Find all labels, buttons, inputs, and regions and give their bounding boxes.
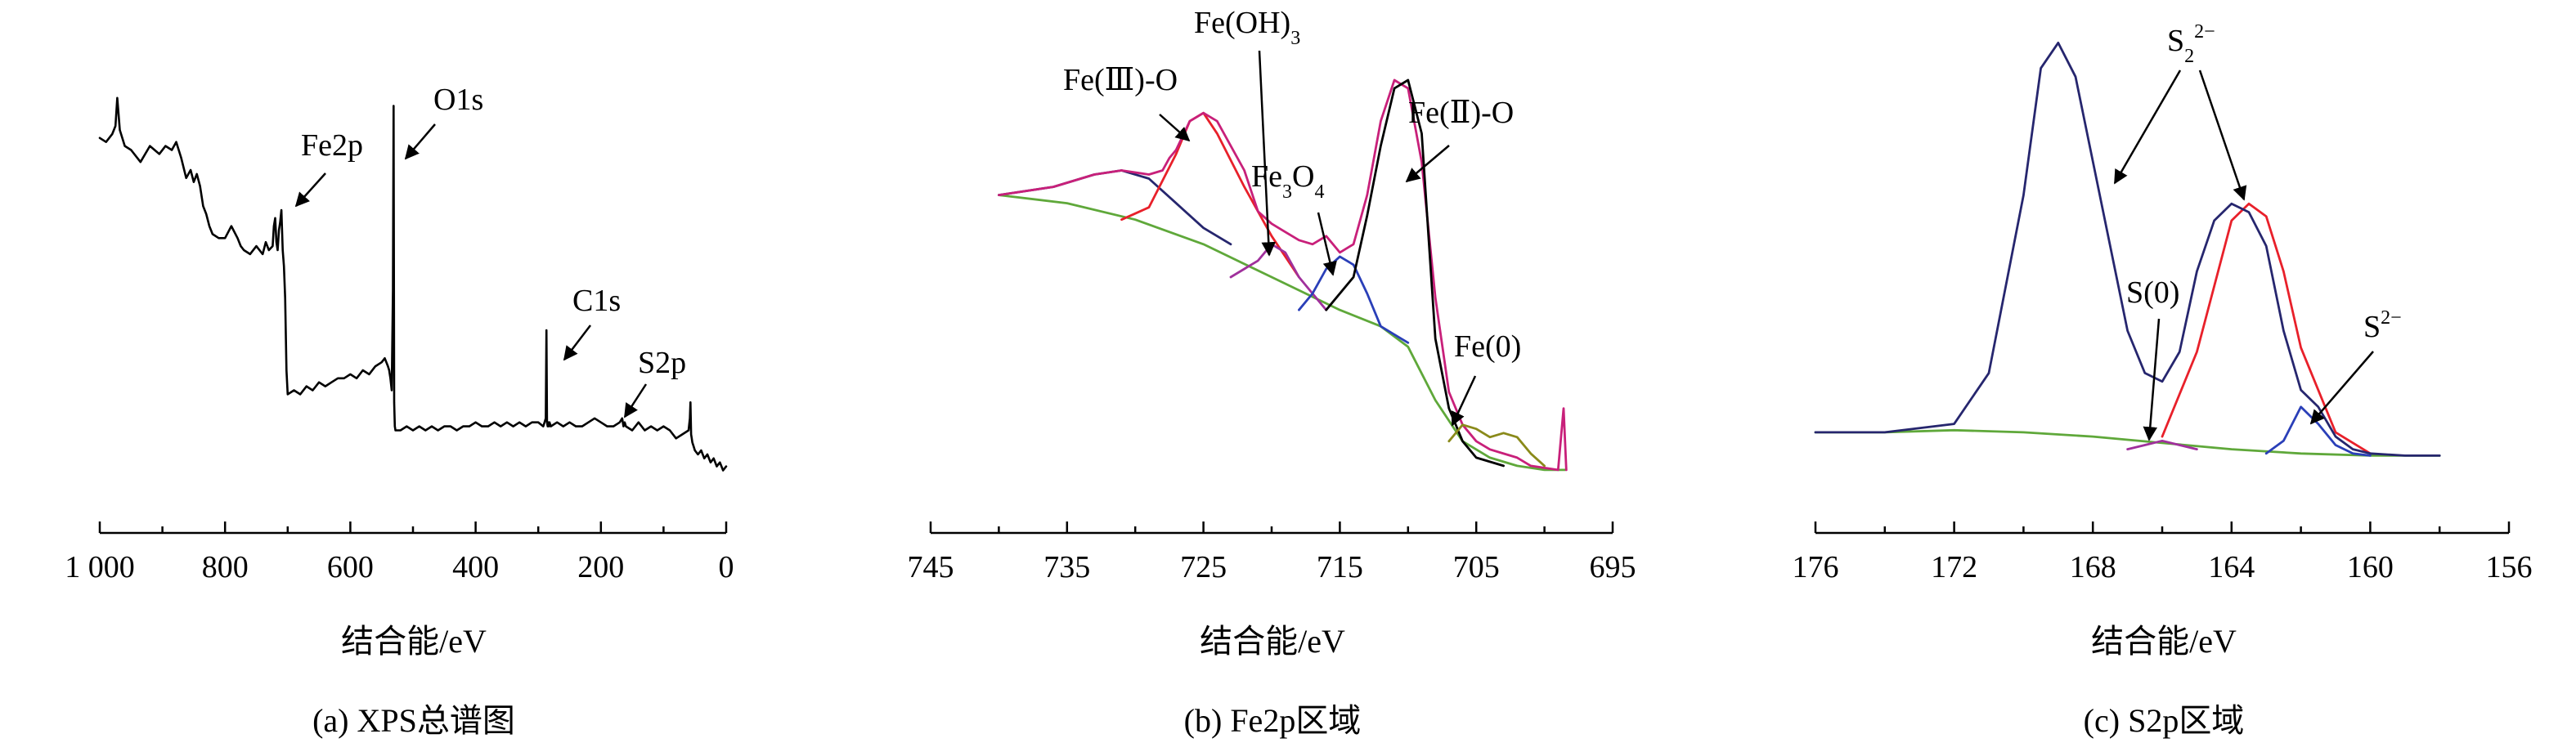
annotation-fe3o4-sub4: 4 xyxy=(1314,181,1324,203)
panel-c-tick-label: 176 xyxy=(1793,550,1839,584)
panel-b-tick-label: 725 xyxy=(1180,550,1227,584)
annotation-fe3o4-sub3: 3 xyxy=(1282,181,1292,203)
panel-a-x-axis: 1 000 800 600 400 200 0 xyxy=(65,521,734,584)
arrow-s2p xyxy=(623,383,648,419)
annotation-s2-2minus: S22− xyxy=(2167,21,2215,67)
panel-b-tick-label: 705 xyxy=(1453,550,1500,584)
arrow-fe0 xyxy=(1451,375,1477,427)
arrow-fe3-o xyxy=(1159,114,1191,142)
annotation-fe-oh3-sub: 3 xyxy=(1290,28,1300,49)
panel-c-x-axis-title: 结合能/eV xyxy=(2091,623,2237,660)
panel-c-tick-label: 164 xyxy=(2208,550,2255,584)
arrow-fe3o4 xyxy=(1317,212,1337,276)
panel-a-series-0-black xyxy=(98,96,728,472)
annotation-fe3o4: Fe3O4 xyxy=(1251,159,1324,203)
panel-c-series-0-green xyxy=(1814,428,2441,457)
annotation-fe3o4-o: O xyxy=(1292,159,1314,194)
panel-b-series-1-navy xyxy=(998,169,1232,246)
arrow-s2-2minus-left xyxy=(2113,69,2182,185)
panel-c-series-4-navy xyxy=(1814,42,2441,457)
arrow-s2-2minus-right xyxy=(2198,69,2247,201)
panel-a-tick-label: 0 xyxy=(719,550,734,584)
svg-text:S22−: S22− xyxy=(2167,21,2215,67)
annotation-s0: S(0) xyxy=(2126,275,2179,310)
panel-b-series-0-green xyxy=(998,194,1566,472)
panel-c-series-1-red xyxy=(2161,202,2372,455)
panel-b-x-axis: 745 735 725 715 705 695 xyxy=(908,521,1636,584)
panel-b-series-4-purple xyxy=(1229,243,1328,311)
panel-b-tick-label: 735 xyxy=(1043,550,1090,584)
arrow-s-2minus xyxy=(2309,351,2374,425)
panel-a-plot xyxy=(98,96,728,472)
panel-c-tick-label: 172 xyxy=(1931,550,1977,584)
panel-c-caption: (c) S2p区域 xyxy=(2084,702,2245,739)
panel-b-series-6-black xyxy=(1325,78,1505,468)
annotation-s2-2minus-s: S xyxy=(2167,24,2184,58)
panel-b-fe2p-region: 745 735 725 715 705 695 Fe(Ⅲ)-O Fe(OH)3 Fe3O4… xyxy=(908,6,1636,739)
panel-a-tick-label: 1 000 xyxy=(65,550,135,584)
arrow-fe2-o xyxy=(1405,145,1450,183)
annotation-fe-oh3: Fe(OH)3 xyxy=(1194,6,1300,49)
arrow-fe-oh3 xyxy=(1258,50,1276,257)
panel-b-series-2-red xyxy=(1120,111,1300,279)
annotation-s2-2minus-sub: 2 xyxy=(2184,46,2194,67)
panel-b-tick-label: 745 xyxy=(908,550,954,584)
panel-c-tick-label: 160 xyxy=(2347,550,2394,584)
panel-b-x-axis-title: 结合能/eV xyxy=(1200,623,1345,660)
arrow-s0 xyxy=(2143,318,2161,441)
annotation-o1s: O1s xyxy=(433,83,483,117)
arrow-o1s xyxy=(404,123,436,160)
annotation-s-2minus-s: S xyxy=(2363,310,2381,344)
panel-c-plot xyxy=(1814,42,2441,457)
panel-a-caption: (a) XPS总谱图 xyxy=(312,702,515,739)
panel-b-plot xyxy=(998,78,1568,472)
panel-a-x-axis-title: 结合能/eV xyxy=(341,623,487,660)
annotation-s2p: S2p xyxy=(638,346,686,380)
panel-b-series-3-magenta xyxy=(998,78,1568,472)
panel-a-tick-label: 800 xyxy=(202,550,249,584)
panel-b-tick-label: 695 xyxy=(1590,550,1636,584)
panel-a-xps-survey: 1 000 800 600 400 200 0 Fe2p O1s C1s S2p 结合能/… xyxy=(65,83,734,739)
annotation-fe2p: Fe2p xyxy=(301,128,363,163)
panel-b-series-5-blue xyxy=(1298,255,1410,344)
panel-c-s2p-region: 176 172 168 164 160 156 S22− S(0) S2− 结合能/eV … xyxy=(1793,21,2533,739)
annotation-c1s: C1s xyxy=(572,284,621,318)
annotation-fe0: Fe(0) xyxy=(1454,329,1521,364)
annotation-fe3-o: Fe(Ⅲ)-O xyxy=(1063,63,1178,97)
panel-b-series-7-olive xyxy=(1447,423,1546,468)
annotation-fe3o4-fe: Fe xyxy=(1251,159,1282,194)
panel-b-caption: (b) Fe2p区域 xyxy=(1184,702,1362,739)
arrow-c1s xyxy=(563,325,591,361)
panel-a-tick-label: 600 xyxy=(327,550,374,584)
annotation-s-2minus: S2− xyxy=(2363,307,2402,344)
annotation-s2-2minus-sup: 2− xyxy=(2194,21,2215,43)
svg-text:Fe3O4: Fe3O4 xyxy=(1251,159,1324,203)
panel-c-tick-label: 168 xyxy=(2070,550,2116,584)
panel-a-tick-label: 200 xyxy=(577,550,624,584)
panel-c-series-3-purple xyxy=(2126,439,2198,450)
svg-text:Fe(OH)3: Fe(OH)3 xyxy=(1194,6,1300,49)
panel-c-tick-label: 156 xyxy=(2486,550,2533,584)
annotation-fe-oh3-text: Fe(OH) xyxy=(1194,6,1290,40)
annotation-s-2minus-sup: 2− xyxy=(2381,307,2402,329)
arrow-fe2p xyxy=(294,172,326,208)
panel-b-tick-label: 715 xyxy=(1317,550,1363,584)
svg-text:S2−: S2− xyxy=(2363,307,2402,344)
panel-c-x-axis: 176 172 168 164 160 156 xyxy=(1793,521,2533,584)
annotation-fe2-o: Fe(Ⅱ)-O xyxy=(1408,96,1514,130)
panel-a-tick-label: 400 xyxy=(452,550,499,584)
